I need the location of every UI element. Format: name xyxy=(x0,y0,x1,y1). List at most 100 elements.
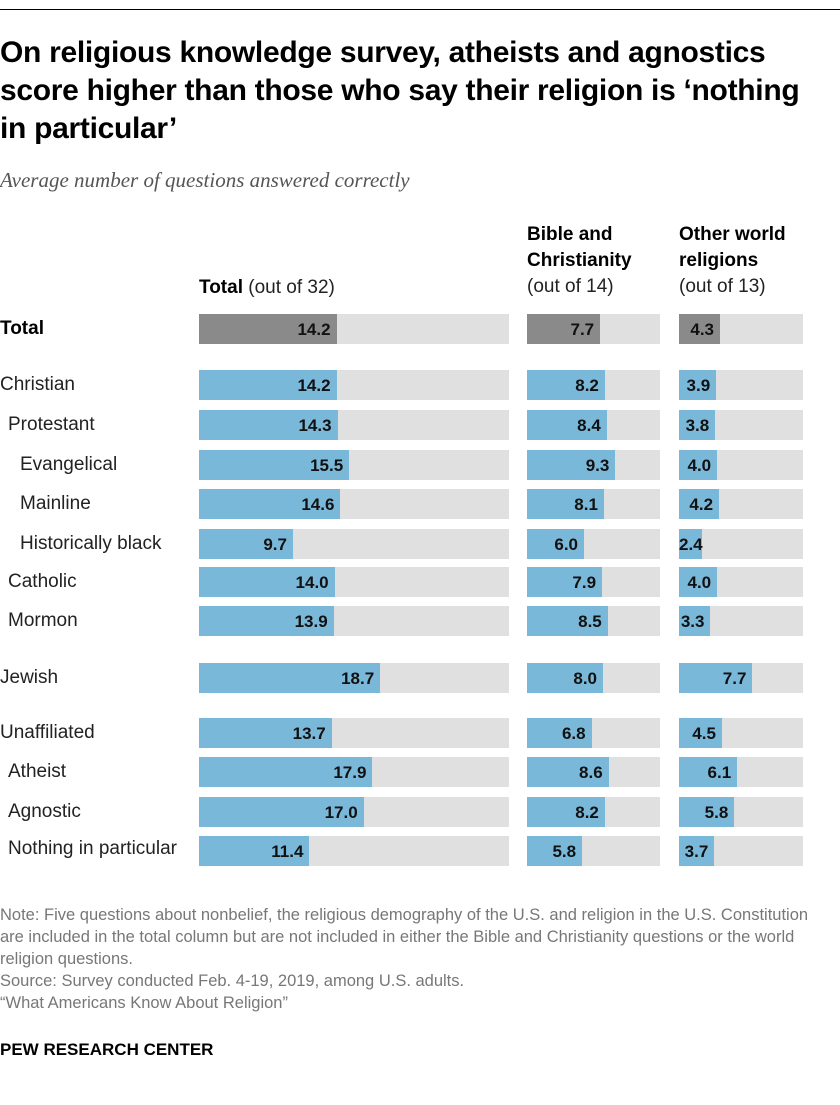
bar xyxy=(199,663,381,693)
data-label: 14.0 xyxy=(295,573,329,592)
column-header-bible-scale: (out of 14) xyxy=(527,276,614,297)
data-label: 15.5 xyxy=(310,456,344,475)
bar xyxy=(527,450,616,480)
bar xyxy=(527,489,604,519)
column-header-other: Other world religions (out of 13) xyxy=(679,222,819,300)
bar xyxy=(199,757,373,787)
bar xyxy=(199,529,293,559)
bar xyxy=(527,370,605,400)
column-header-total-bold: Total xyxy=(199,277,243,298)
data-label: 6.0 xyxy=(554,535,578,554)
bar xyxy=(527,529,584,559)
data-label: 3.7 xyxy=(684,842,709,861)
row-label: Nothing in particular xyxy=(8,838,177,859)
row-label: Unaffiliated xyxy=(0,722,95,743)
chart-subtitle: Average number of questions answered cor… xyxy=(0,168,410,192)
data-label: 9.7 xyxy=(263,535,287,554)
data-label: 8.0 xyxy=(573,669,597,688)
notes: Note: Five questions about nonbelief, th… xyxy=(0,904,830,1014)
data-label: 17.9 xyxy=(333,763,367,782)
row-label: Jewish xyxy=(0,667,59,688)
data-label: 8.6 xyxy=(579,763,603,782)
data-label: 4.2 xyxy=(689,495,714,514)
data-label: 4.3 xyxy=(690,320,714,339)
data-label: 7.7 xyxy=(570,320,595,339)
data-label: 6.8 xyxy=(561,724,586,743)
row-label: Christian xyxy=(0,374,75,395)
data-label: 8.2 xyxy=(575,803,599,822)
data-label: 14.6 xyxy=(301,495,335,514)
data-label: 4.5 xyxy=(692,724,716,743)
column-header-total: Total (out of 32) xyxy=(199,275,335,301)
bar xyxy=(199,410,338,440)
row-label: Historically black xyxy=(20,533,162,554)
data-label: 14.3 xyxy=(298,416,332,435)
bar xyxy=(679,529,702,559)
bar xyxy=(679,314,720,344)
bar xyxy=(679,450,718,480)
row-label: Mormon xyxy=(8,610,78,631)
bar xyxy=(679,567,718,597)
bar xyxy=(679,606,711,636)
bar xyxy=(679,836,715,866)
bar xyxy=(527,567,603,597)
bar xyxy=(679,797,735,827)
bar xyxy=(199,370,337,400)
report-title: “What Americans Know About Religion” xyxy=(0,994,288,1012)
column-header-other-scale: (out of 13) xyxy=(679,276,766,297)
bar xyxy=(199,797,364,827)
bar xyxy=(679,489,720,519)
bar xyxy=(527,314,601,344)
bar xyxy=(527,757,609,787)
data-label: 7.7 xyxy=(722,669,747,688)
bar xyxy=(527,606,608,636)
chart-title: On religious knowledge survey, atheists … xyxy=(0,36,800,145)
bar xyxy=(199,489,341,519)
brand-logo: PEW RESEARCH CENTER xyxy=(0,1040,214,1059)
data-label: 7.9 xyxy=(572,573,597,592)
bar xyxy=(199,606,334,636)
row-label: Agnostic xyxy=(8,801,81,822)
bar xyxy=(527,836,583,866)
row-label: Atheist xyxy=(8,761,67,782)
data-label: 2.4 xyxy=(679,535,703,554)
bar xyxy=(199,718,332,748)
bar xyxy=(199,836,310,866)
column-header-bible-bold: Bible and Christianity xyxy=(527,224,632,271)
data-label: 6.1 xyxy=(707,763,732,782)
data-label: 9.3 xyxy=(585,456,610,475)
bar xyxy=(199,314,337,344)
data-label: 13.9 xyxy=(294,612,328,631)
data-label: 5.8 xyxy=(704,803,729,822)
column-header-total-scale: (out of 32) xyxy=(248,277,335,298)
top-rule xyxy=(0,9,840,10)
bar xyxy=(527,718,592,748)
data-label: 14.2 xyxy=(297,376,331,395)
note-text: Note: Five questions about nonbelief, th… xyxy=(0,906,809,968)
row-label: Protestant xyxy=(8,414,95,435)
data-label: 3.3 xyxy=(680,612,705,631)
data-label: 3.9 xyxy=(686,376,711,395)
bar xyxy=(527,663,603,693)
bar xyxy=(199,450,350,480)
data-label: 3.8 xyxy=(685,416,710,435)
bar xyxy=(679,370,717,400)
data-label: 8.4 xyxy=(577,416,601,435)
bar xyxy=(679,718,722,748)
data-label: 14.2 xyxy=(297,320,331,339)
data-label: 8.2 xyxy=(575,376,599,395)
row-label: Catholic xyxy=(8,571,77,592)
data-label: 13.7 xyxy=(292,724,326,743)
bar xyxy=(679,757,738,787)
data-label: 5.8 xyxy=(552,842,577,861)
data-label: 4.0 xyxy=(687,456,712,475)
source-text: Source: Survey conducted Feb. 4-19, 2019… xyxy=(0,972,465,990)
data-label: 8.5 xyxy=(578,612,602,631)
data-label: 4.0 xyxy=(687,573,712,592)
bar xyxy=(199,567,335,597)
bar xyxy=(527,410,607,440)
row-label: Evangelical xyxy=(20,454,118,475)
row-label: Total xyxy=(0,318,44,339)
data-label: 11.4 xyxy=(271,842,304,861)
bar xyxy=(679,410,716,440)
